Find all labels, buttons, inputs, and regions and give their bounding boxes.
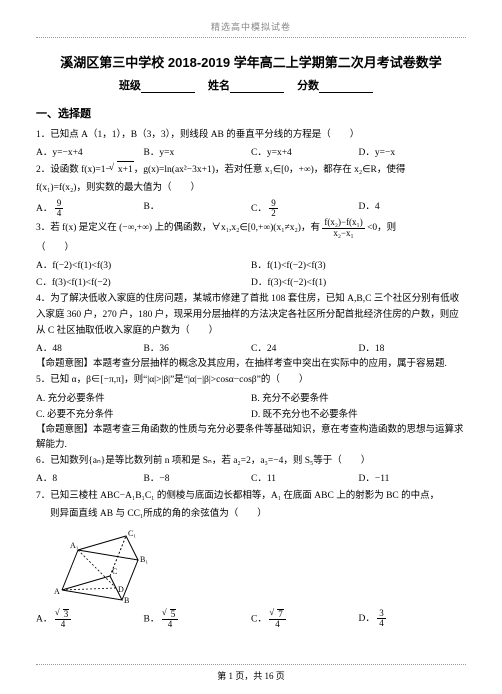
q1-opt-c: C．y=x+4 <box>251 145 359 161</box>
q5-opt-d: D. 既不充分也不必要条件 <box>251 407 466 423</box>
svg-text:B₁: B₁ <box>140 555 148 564</box>
q7-d-den: 4 <box>377 619 386 628</box>
q6-opt-c: C．11 <box>251 471 359 487</box>
q3-opt-d: D．f(3)<f(−2)<f(1) <box>251 275 466 291</box>
q7-c-num: 7 <box>277 609 284 619</box>
q3-opt-c: C．f(3)<f(1)<f(−2) <box>36 275 251 291</box>
q6-opt-a: A．8 <box>36 471 144 487</box>
q5-opt-c: C. 必要不充分条件 <box>36 407 251 423</box>
q2-c-den: 2 <box>269 209 278 218</box>
q2-opt-c-label: C． <box>251 204 267 214</box>
name-blank[interactable] <box>230 81 284 93</box>
name-label: 姓名 <box>208 77 230 93</box>
q4-opt-b: B．36 <box>144 341 252 357</box>
q3-stem-c: （ ） <box>36 240 466 256</box>
q7-opt-a: A． 34 <box>36 609 144 630</box>
q3-stem-b: <0，则 <box>367 224 396 234</box>
prism-diagram: A B C A₁ B₁ C₁ D <box>50 526 466 607</box>
info-line: 班级 姓名 分数 <box>36 77 466 93</box>
top-divider <box>36 37 466 38</box>
q3-opt-b: B．f(1)<f(−2)<f(3) <box>251 258 466 274</box>
q2-stem: 2．设函数 f(x)=1−x+1，g(x)=ln(ax²−3x+1)，若对任意 … <box>36 161 466 178</box>
q5-opts: A. 充分必要条件 B. 充分不必要条件 C. 必要不充分条件 D. 既不充分也… <box>36 391 466 423</box>
q7-c-den: 4 <box>273 620 282 629</box>
q7-b-num: 5 <box>170 609 177 619</box>
q2-opt-d: D．4 <box>359 199 467 219</box>
q7-a-label: A． <box>36 614 52 624</box>
q4-note: 【命题意图】本题考查分层抽样的概念及其应用，在抽样考查中突出在实际中的应用，属于… <box>36 357 466 372</box>
q7-d-label: D． <box>359 614 375 624</box>
footer-text: 第 1 页，共 16 页 <box>217 671 285 681</box>
q7-a-num: 3 <box>63 609 70 619</box>
q1-opt-b: B．y=x <box>144 145 252 161</box>
q2-a-den: 4 <box>55 209 64 218</box>
q2-stem-a: 2．设函数 f(x)=1− <box>36 165 111 175</box>
q2-opt-b: B． <box>144 199 252 219</box>
q7-stem-a: 7．已知三棱柱 ABC−A₁B₁C₁ 的侧棱与底面边长都相等，A₁ 在底面 AB… <box>36 488 466 504</box>
svg-text:C₁: C₁ <box>128 529 136 538</box>
q6-opts: A．8 B．−8 C．11 D．−11 <box>36 471 466 487</box>
q6-opt-b: B．−8 <box>144 471 252 487</box>
q7-opt-b: B． 54 <box>144 609 252 630</box>
q1-opt-a: A．y=−x+4 <box>36 145 144 161</box>
score-label: 分数 <box>297 77 319 93</box>
svg-text:A₁: A₁ <box>70 541 79 550</box>
q2-opt-c: C． 92 <box>251 199 359 219</box>
q4-opt-c: C．24 <box>251 341 359 357</box>
q7-c-label: C． <box>251 614 267 624</box>
q2-opt-a: A． 94 <box>36 199 144 219</box>
q7-opt-c: C． 74 <box>251 609 359 630</box>
q4-opt-a: A．48 <box>36 341 144 357</box>
page-title: 溪湖区第三中学校 2018-2019 学年高二上学期第二次月考试卷数学 <box>36 52 466 71</box>
q5-note: 【命题意图】本题考查三角函数的性质与充分必要条件等基础知识，意在考查构造函数的思… <box>36 423 466 453</box>
svg-text:C: C <box>112 567 117 576</box>
page-footer: 第 1 页，共 16 页 <box>0 664 502 682</box>
q3-opts: A．f(−2)<f(1)<f(3) B．f(1)<f(−2)<f(3) C．f(… <box>36 258 466 290</box>
section-a-title: 一、选择题 <box>36 105 466 121</box>
svg-text:D: D <box>118 585 124 594</box>
q7-b-den: 4 <box>166 620 175 629</box>
top-header: 精选高中模拟试卷 <box>36 20 466 33</box>
q4-stem: 4．为了解决低收入家庭的住房问题，某城市修建了首批 108 套住房，已知 A,B… <box>36 291 466 339</box>
q7-b-label: B． <box>144 614 160 624</box>
class-label: 班级 <box>119 77 141 93</box>
q1-stem: 1．已知点 A（1，1），B（3，3），则线段 AB 的垂直平分线的方程是（ ） <box>36 127 466 143</box>
q3-opt-a: A．f(−2)<f(1)<f(3) <box>36 258 251 274</box>
q7-stem-b: 则异面直线 AB 与 CC₁所成的角的余弦值为（ ） <box>36 506 466 522</box>
q4-opt-d: D．18 <box>359 341 467 357</box>
svg-text:A: A <box>54 587 60 596</box>
q1-opts: A．y=−x+4 B．y=x C．y=x+4 D．y=−x <box>36 145 466 161</box>
q7-a-den: 4 <box>59 620 68 629</box>
q5-opt-b: B. 充分不必要条件 <box>251 391 466 407</box>
q1-opt-d: D．y=−x <box>359 145 467 161</box>
q2-stem-c: f(x₁)=f(x₂)，则实数的最大值为（ ） <box>36 180 466 196</box>
q6-stem: 6．已知数列{aₙ}是等比数列前 n 项和是 Sₙ，若 a₂=2，a₃=−4，则… <box>36 453 466 469</box>
q3-stem: 3．若 f(x) 是定义在 (−∞,+∞) 上的偶函数，∀x₁,x₂∈[0,+∞… <box>36 218 466 238</box>
q2-stem-b: ，g(x)=ln(ax²−3x+1)，若对任意 x₁∈[0，+∞)，都存在 x₂… <box>134 165 406 175</box>
svg-text:B: B <box>124 596 129 604</box>
q3-stem-a: 3．若 f(x) 是定义在 (−∞,+∞) 上的偶函数，∀x₁,x₂∈[0,+∞… <box>36 224 320 234</box>
q2-opt-a-label: A． <box>36 204 52 214</box>
score-blank[interactable] <box>319 81 373 93</box>
q6-opt-d: D．−11 <box>359 471 467 487</box>
q4-opts: A．48 B．36 C．24 D．18 <box>36 341 466 357</box>
q3-frac-d: x₂−x₁ <box>331 229 355 238</box>
q5-opt-a: A. 充分必要条件 <box>36 391 251 407</box>
q5-stem: 5．已知 α，β∈[−π,π]，则“|α|>|β|”是“|α|−|β|>cosα… <box>36 372 466 388</box>
class-blank[interactable] <box>141 81 195 93</box>
q7-opt-d: D． 34 <box>359 609 467 630</box>
q2-opts: A． 94 B． C． 92 D．4 <box>36 199 466 219</box>
q7-opts: A． 34 B． 54 C． 74 D． 34 <box>36 609 466 630</box>
